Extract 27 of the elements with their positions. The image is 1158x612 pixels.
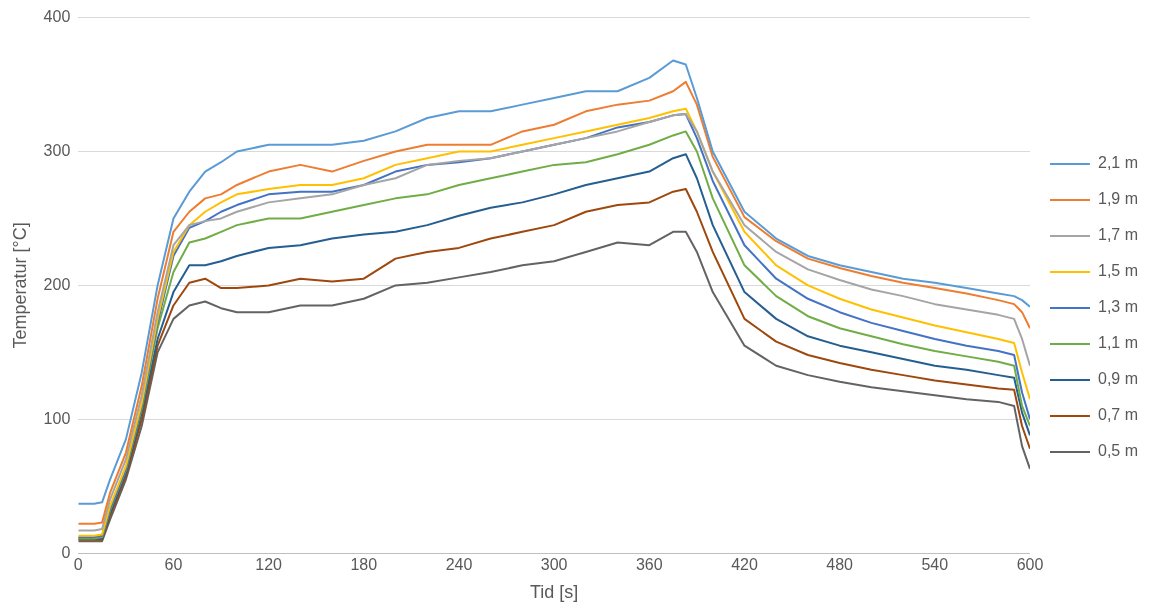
x-tick-label: 0 [73, 556, 83, 574]
legend-label: 2,1 m [1097, 154, 1138, 172]
legend-label: 1,9 m [1097, 190, 1138, 208]
y-tick-label: 300 [43, 141, 71, 159]
legend-label: 1,3 m [1097, 298, 1138, 316]
y-axis-title: Temperatur [°C] [9, 222, 30, 349]
legend-label: 0,7 m [1097, 406, 1138, 424]
x-tick-label: 420 [731, 556, 758, 574]
y-tick-label: 400 [43, 8, 71, 26]
y-tick-label: 100 [43, 409, 71, 427]
y-tick-label: 200 [43, 275, 71, 293]
legend-label: 1,5 m [1097, 262, 1138, 280]
legend-label: 1,7 m [1097, 226, 1138, 244]
x-tick-label: 480 [826, 556, 854, 574]
legend-label: 0,5 m [1097, 442, 1138, 460]
legend-label: 1,1 m [1097, 334, 1138, 352]
x-tick-label: 300 [540, 556, 568, 574]
x-tick-label: 540 [921, 556, 949, 574]
x-axis-title: Tid [s] [529, 582, 579, 603]
x-tick-label: 360 [635, 556, 663, 574]
x-tick-label: 120 [255, 556, 283, 574]
legend-label: 0,9 m [1097, 370, 1138, 388]
x-tick-label: 240 [445, 556, 473, 574]
x-tick-label: 60 [164, 556, 183, 574]
y-tick-label: 0 [61, 543, 71, 561]
x-tick-label: 600 [1016, 556, 1044, 574]
x-tick-label: 180 [350, 556, 378, 574]
